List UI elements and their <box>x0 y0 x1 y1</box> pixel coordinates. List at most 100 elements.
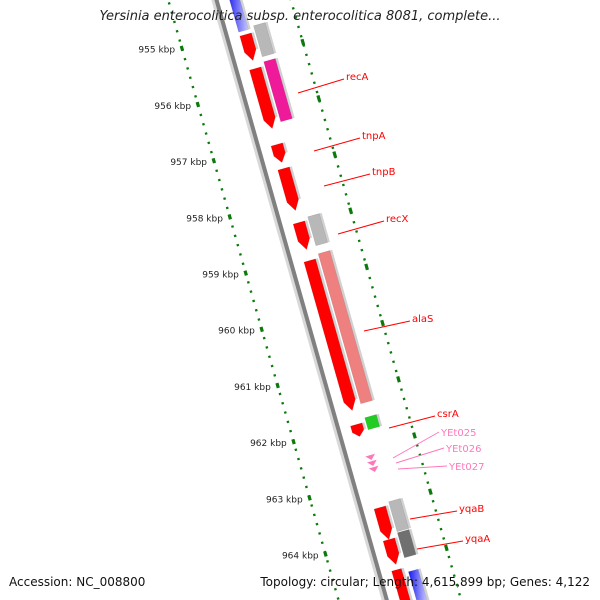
trna-chevron <box>365 453 375 460</box>
scale-dot <box>262 336 266 340</box>
ring-dot <box>312 81 316 85</box>
gene-arrow <box>249 66 276 130</box>
scale-dot <box>265 346 269 349</box>
scale-dot <box>333 587 337 591</box>
ring-dot <box>447 555 451 559</box>
scale-dot <box>302 476 306 480</box>
ring-dot <box>370 285 374 289</box>
scale-dot <box>289 429 293 433</box>
scale-dot <box>233 234 237 238</box>
ring-dot <box>357 239 361 243</box>
scale-dot <box>215 169 219 173</box>
scale-dot <box>199 113 203 117</box>
ring-dot <box>339 174 343 178</box>
scale-dot <box>183 57 187 61</box>
ring-tick <box>412 432 417 439</box>
scale-dot <box>167 1 171 5</box>
ring-tick <box>332 151 338 158</box>
cog-bar <box>263 58 293 123</box>
scale-dot <box>220 187 224 191</box>
ring-dot <box>360 248 364 252</box>
ring-dot <box>442 537 446 540</box>
scale-dot <box>178 39 182 42</box>
ring-dot <box>426 481 430 485</box>
gene-label: yqaB <box>459 504 484 515</box>
scale-dot <box>223 197 227 201</box>
ring-dot <box>373 295 377 299</box>
scale-dot <box>225 206 229 210</box>
ring-dot <box>439 527 443 531</box>
gene-arrow-shade <box>251 32 259 50</box>
scale-dot <box>249 290 253 294</box>
ring-dot <box>341 183 345 187</box>
gene-label-leader <box>397 465 448 470</box>
cog-bar <box>253 22 275 58</box>
scale-dot <box>318 532 322 535</box>
gene-label: YEt027 <box>448 462 484 473</box>
gene-arrow-shade <box>282 142 288 153</box>
gene-arrow-shade <box>362 422 367 430</box>
ring-dot <box>378 313 382 317</box>
scale-dot <box>304 485 308 489</box>
scale-tick-label: 955 kbp <box>138 46 175 56</box>
ring-dot <box>315 90 319 94</box>
scale-tick-label: 961 kbp <box>234 383 271 393</box>
gene-label-leader <box>337 220 385 235</box>
scale-dot <box>257 318 261 321</box>
scale-tick <box>323 551 328 557</box>
ring-tick <box>444 544 449 552</box>
ring-dot <box>402 397 406 401</box>
scale-tick-label: 959 kbp <box>202 270 239 280</box>
trna-chevron <box>368 465 379 472</box>
ring-dot <box>352 220 356 224</box>
scale-dot <box>204 132 208 135</box>
ring-tick <box>396 375 401 383</box>
scale-tick-label: 957 kbp <box>170 158 207 168</box>
ring-tick <box>316 94 322 102</box>
ring-dot <box>326 127 330 131</box>
ring-dot <box>384 332 388 336</box>
ring-dot <box>421 462 425 466</box>
gene-label-leader <box>392 431 440 459</box>
scale-dot <box>175 29 179 33</box>
scale-tick-label: 958 kbp <box>186 214 223 224</box>
trna-chevron <box>367 459 377 466</box>
gene-label-leader <box>323 173 371 187</box>
ring-dot <box>344 192 348 196</box>
gene-arrow <box>270 142 286 164</box>
ring-dot <box>423 471 427 475</box>
ring-dot <box>355 230 359 233</box>
gene-label-leader <box>416 540 464 550</box>
cog-bar-shade <box>329 249 375 401</box>
ring-dot <box>320 109 324 113</box>
ring-dot <box>399 388 403 392</box>
cog-bar-shade <box>265 21 277 54</box>
gene-label: yqaA <box>465 534 490 545</box>
scale-tick <box>195 101 201 108</box>
gene-label-leader <box>363 320 411 332</box>
gene-label-leader <box>388 415 436 429</box>
scale-dot <box>331 578 335 582</box>
ring-dot <box>323 118 327 122</box>
scale-dot <box>236 243 240 247</box>
scale-dot <box>315 522 319 526</box>
scale-dot <box>186 67 190 70</box>
ring-dot <box>452 574 456 578</box>
gene-arrow-shade <box>315 258 358 400</box>
scale-dot <box>294 448 298 452</box>
scale-dot <box>286 420 290 424</box>
gene-label-leader <box>395 447 445 464</box>
scale-tick-label: 962 kbp <box>250 439 287 449</box>
gene-label: tnpB <box>372 167 396 178</box>
ring-dot <box>328 137 332 140</box>
ring-dot <box>431 499 435 503</box>
ring-dot <box>331 146 335 150</box>
gene-arrow-shade <box>304 220 313 239</box>
ring-dot <box>434 509 438 512</box>
scale-tick <box>179 45 185 52</box>
scale-tick <box>227 214 232 220</box>
ring-dot <box>307 62 311 66</box>
scale-tick <box>275 382 280 389</box>
gene-label-leader <box>313 137 361 152</box>
accession-text: Accession: NC_008800 <box>9 575 146 589</box>
